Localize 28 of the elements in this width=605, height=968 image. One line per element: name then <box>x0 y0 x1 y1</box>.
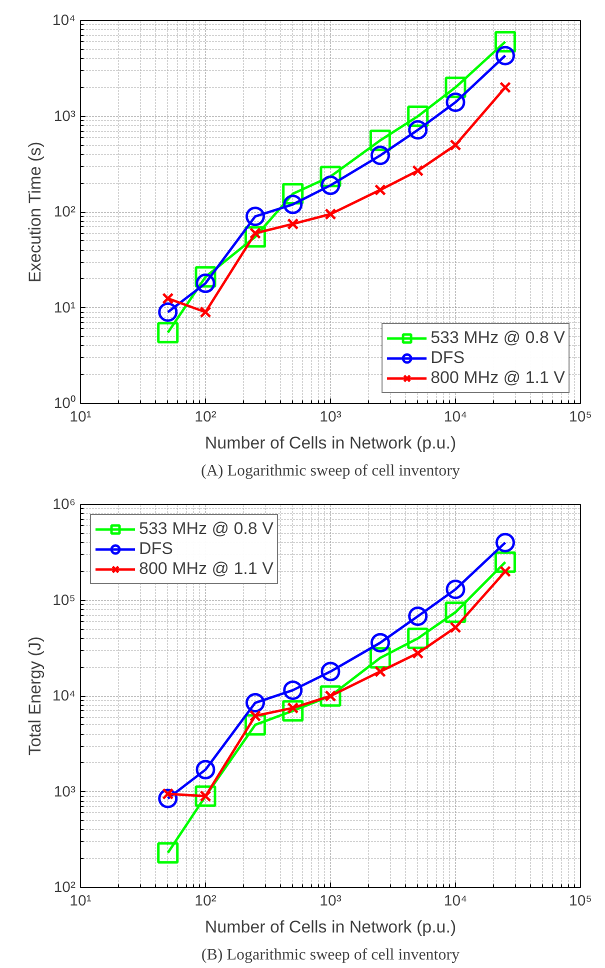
x-tick-label: 10² <box>194 408 216 426</box>
text: (A) Logarithmic sweep of cell inventory <box>200 462 460 480</box>
legend-label: DFS <box>139 539 173 559</box>
legend-label: 800 MHz @ 1.1 V <box>139 559 274 579</box>
y-tick-label: 10⁴ <box>52 688 76 704</box>
legend-label: 800 MHz @ 1.1 V <box>430 368 565 388</box>
x-axis-title: Number of Cells in Network (p.u.) <box>204 918 456 936</box>
x-tick-label: 10⁴ <box>444 408 468 426</box>
y-tick-label: 10¹ <box>54 299 76 316</box>
x-tick-label: 10² <box>194 892 216 910</box>
y-tick-label: 10³ <box>54 783 76 800</box>
y-tick-label: 10⁶ <box>52 496 76 513</box>
y-axis-title: Execution Time (s) <box>25 142 44 283</box>
y-tick-label: 10⁴ <box>52 12 76 29</box>
legend-label: 533 MHz @ 0.8 V <box>430 328 565 348</box>
x-tick-label: 10⁵ <box>569 408 592 426</box>
legend-label: DFS <box>430 348 465 368</box>
y-tick-label: 10² <box>54 204 76 220</box>
x-tick-label: 10⁵ <box>569 892 592 910</box>
y-tick-label: 10³ <box>54 108 76 125</box>
legend-label: 533 MHz @ 0.8 V <box>139 519 274 539</box>
x-tick-label: 10³ <box>320 408 342 426</box>
x-tick-label: 10³ <box>320 892 342 910</box>
x-axis-title: Number of Cells in Network (p.u.) <box>204 434 456 452</box>
y-tick-label: 10⁵ <box>52 592 76 609</box>
text: (B) Logarithmic sweep of cell inventory <box>201 946 460 964</box>
x-tick-label: 10⁴ <box>444 892 468 910</box>
y-axis-title: Total Energy (J) <box>25 636 44 756</box>
